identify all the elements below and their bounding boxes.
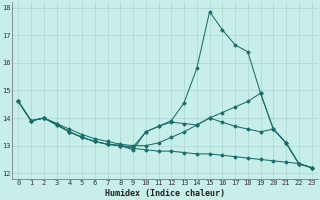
X-axis label: Humidex (Indice chaleur): Humidex (Indice chaleur) <box>105 189 225 198</box>
